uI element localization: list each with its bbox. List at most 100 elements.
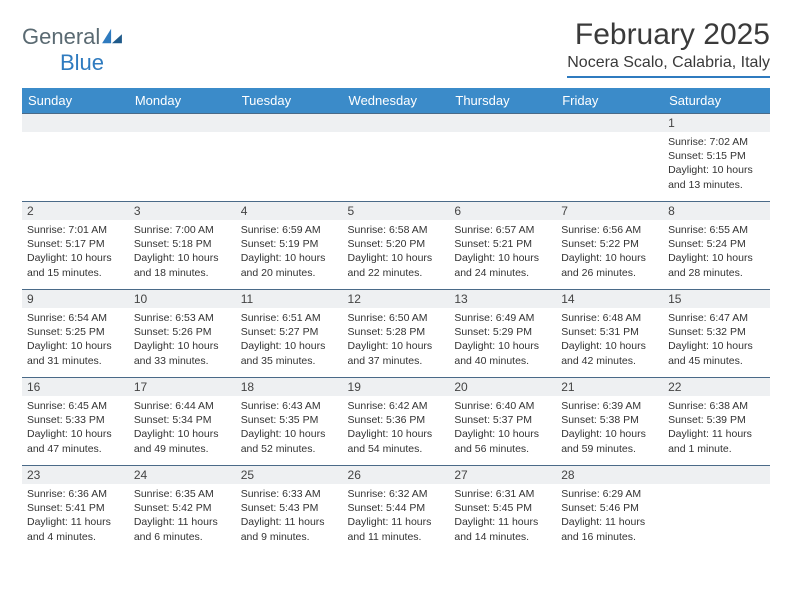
calendar-day-cell: 27Sunrise: 6:31 AMSunset: 5:45 PMDayligh… <box>449 466 556 554</box>
sunset-text: Sunset: 5:27 PM <box>241 325 338 339</box>
calendar-day-cell: 23Sunrise: 6:36 AMSunset: 5:41 PMDayligh… <box>22 466 129 554</box>
sunset-text: Sunset: 5:37 PM <box>454 413 551 427</box>
day-details <box>236 132 343 182</box>
calendar-day-cell: 9Sunrise: 6:54 AMSunset: 5:25 PMDaylight… <box>22 290 129 378</box>
sunrise-text: Sunrise: 6:43 AM <box>241 399 338 413</box>
calendar-day-cell <box>236 114 343 202</box>
sunset-text: Sunset: 5:29 PM <box>454 325 551 339</box>
sunset-text: Sunset: 5:33 PM <box>27 413 124 427</box>
calendar-day-cell <box>22 114 129 202</box>
daylight-text: Daylight: 10 hours and 13 minutes. <box>668 163 765 191</box>
calendar-day-cell: 28Sunrise: 6:29 AMSunset: 5:46 PMDayligh… <box>556 466 663 554</box>
day-number: 5 <box>343 202 450 220</box>
sunset-text: Sunset: 5:20 PM <box>348 237 445 251</box>
sunrise-text: Sunrise: 6:44 AM <box>134 399 231 413</box>
day-details: Sunrise: 6:56 AMSunset: 5:22 PMDaylight:… <box>556 220 663 284</box>
day-details: Sunrise: 6:44 AMSunset: 5:34 PMDaylight:… <box>129 396 236 460</box>
day-number: 19 <box>343 378 450 396</box>
daylight-text: Daylight: 10 hours and 49 minutes. <box>134 427 231 455</box>
sunrise-text: Sunrise: 6:59 AM <box>241 223 338 237</box>
calendar-day-cell: 8Sunrise: 6:55 AMSunset: 5:24 PMDaylight… <box>663 202 770 290</box>
sunrise-text: Sunrise: 7:02 AM <box>668 135 765 149</box>
sunrise-text: Sunrise: 6:35 AM <box>134 487 231 501</box>
calendar-day-cell: 7Sunrise: 6:56 AMSunset: 5:22 PMDaylight… <box>556 202 663 290</box>
sunrise-text: Sunrise: 6:58 AM <box>348 223 445 237</box>
day-details: Sunrise: 6:31 AMSunset: 5:45 PMDaylight:… <box>449 484 556 548</box>
sunset-text: Sunset: 5:17 PM <box>27 237 124 251</box>
day-number <box>22 114 129 132</box>
day-number: 1 <box>663 114 770 132</box>
sunrise-text: Sunrise: 6:47 AM <box>668 311 765 325</box>
sunset-text: Sunset: 5:19 PM <box>241 237 338 251</box>
location-label: Nocera Scalo, Calabria, Italy <box>567 54 770 78</box>
sunset-text: Sunset: 5:25 PM <box>27 325 124 339</box>
daylight-text: Daylight: 10 hours and 28 minutes. <box>668 251 765 279</box>
month-title: February 2025 <box>567 18 770 52</box>
calendar-day-cell: 11Sunrise: 6:51 AMSunset: 5:27 PMDayligh… <box>236 290 343 378</box>
day-details: Sunrise: 6:54 AMSunset: 5:25 PMDaylight:… <box>22 308 129 372</box>
day-number: 10 <box>129 290 236 308</box>
calendar-day-cell: 1Sunrise: 7:02 AMSunset: 5:15 PMDaylight… <box>663 114 770 202</box>
sunrise-text: Sunrise: 7:00 AM <box>134 223 231 237</box>
calendar-day-cell: 16Sunrise: 6:45 AMSunset: 5:33 PMDayligh… <box>22 378 129 466</box>
daylight-text: Daylight: 11 hours and 1 minute. <box>668 427 765 455</box>
daylight-text: Daylight: 10 hours and 59 minutes. <box>561 427 658 455</box>
day-details: Sunrise: 6:53 AMSunset: 5:26 PMDaylight:… <box>129 308 236 372</box>
day-details: Sunrise: 6:45 AMSunset: 5:33 PMDaylight:… <box>22 396 129 460</box>
sunrise-text: Sunrise: 6:50 AM <box>348 311 445 325</box>
daylight-text: Daylight: 10 hours and 54 minutes. <box>348 427 445 455</box>
calendar-week-row: 9Sunrise: 6:54 AMSunset: 5:25 PMDaylight… <box>22 290 770 378</box>
daylight-text: Daylight: 11 hours and 4 minutes. <box>27 515 124 543</box>
day-details: Sunrise: 7:01 AMSunset: 5:17 PMDaylight:… <box>22 220 129 284</box>
day-details: Sunrise: 6:29 AMSunset: 5:46 PMDaylight:… <box>556 484 663 548</box>
calendar-day-cell: 10Sunrise: 6:53 AMSunset: 5:26 PMDayligh… <box>129 290 236 378</box>
daylight-text: Daylight: 10 hours and 52 minutes. <box>241 427 338 455</box>
day-number: 7 <box>556 202 663 220</box>
sunrise-text: Sunrise: 6:40 AM <box>454 399 551 413</box>
calendar-day-cell: 19Sunrise: 6:42 AMSunset: 5:36 PMDayligh… <box>343 378 450 466</box>
day-number: 21 <box>556 378 663 396</box>
daylight-text: Daylight: 11 hours and 14 minutes. <box>454 515 551 543</box>
sunset-text: Sunset: 5:41 PM <box>27 501 124 515</box>
calendar-day-cell: 3Sunrise: 7:00 AMSunset: 5:18 PMDaylight… <box>129 202 236 290</box>
sunset-text: Sunset: 5:31 PM <box>561 325 658 339</box>
calendar-day-cell: 17Sunrise: 6:44 AMSunset: 5:34 PMDayligh… <box>129 378 236 466</box>
sunset-text: Sunset: 5:39 PM <box>668 413 765 427</box>
day-number: 8 <box>663 202 770 220</box>
day-details: Sunrise: 6:43 AMSunset: 5:35 PMDaylight:… <box>236 396 343 460</box>
day-number <box>236 114 343 132</box>
daylight-text: Daylight: 10 hours and 22 minutes. <box>348 251 445 279</box>
day-details: Sunrise: 6:57 AMSunset: 5:21 PMDaylight:… <box>449 220 556 284</box>
day-details <box>343 132 450 182</box>
day-details: Sunrise: 6:49 AMSunset: 5:29 PMDaylight:… <box>449 308 556 372</box>
sunrise-text: Sunrise: 6:45 AM <box>27 399 124 413</box>
sunset-text: Sunset: 5:35 PM <box>241 413 338 427</box>
daylight-text: Daylight: 10 hours and 20 minutes. <box>241 251 338 279</box>
sunset-text: Sunset: 5:28 PM <box>348 325 445 339</box>
day-number: 4 <box>236 202 343 220</box>
day-details <box>129 132 236 182</box>
calendar-day-cell: 13Sunrise: 6:49 AMSunset: 5:29 PMDayligh… <box>449 290 556 378</box>
daylight-text: Daylight: 10 hours and 18 minutes. <box>134 251 231 279</box>
day-details: Sunrise: 6:33 AMSunset: 5:43 PMDaylight:… <box>236 484 343 548</box>
sunrise-text: Sunrise: 6:53 AM <box>134 311 231 325</box>
weekday-header: Saturday <box>663 88 770 114</box>
day-number: 23 <box>22 466 129 484</box>
calendar-day-cell: 21Sunrise: 6:39 AMSunset: 5:38 PMDayligh… <box>556 378 663 466</box>
sunset-text: Sunset: 5:18 PM <box>134 237 231 251</box>
calendar-day-cell: 4 Sunrise: 6:59 AMSunset: 5:19 PMDaylight… <box>236 202 343 290</box>
sunrise-text: Sunrise: 7:01 AM <box>27 223 124 237</box>
calendar-day-cell: 20Sunrise: 6:40 AMSunset: 5:37 PMDayligh… <box>449 378 556 466</box>
calendar-week-row: 23Sunrise: 6:36 AMSunset: 5:41 PMDayligh… <box>22 466 770 554</box>
day-number: 28 <box>556 466 663 484</box>
day-details: Sunrise: 6:51 AMSunset: 5:27 PMDaylight:… <box>236 308 343 372</box>
brand-text-2: Blue <box>60 50 104 75</box>
day-number: 24 <box>129 466 236 484</box>
daylight-text: Daylight: 10 hours and 26 minutes. <box>561 251 658 279</box>
calendar-day-cell: 25Sunrise: 6:33 AMSunset: 5:43 PMDayligh… <box>236 466 343 554</box>
day-number: 27 <box>449 466 556 484</box>
sunrise-text: Sunrise: 6:54 AM <box>27 311 124 325</box>
day-details: Sunrise: 6:58 AMSunset: 5:20 PMDaylight:… <box>343 220 450 284</box>
day-number: 26 <box>343 466 450 484</box>
daylight-text: Daylight: 10 hours and 35 minutes. <box>241 339 338 367</box>
